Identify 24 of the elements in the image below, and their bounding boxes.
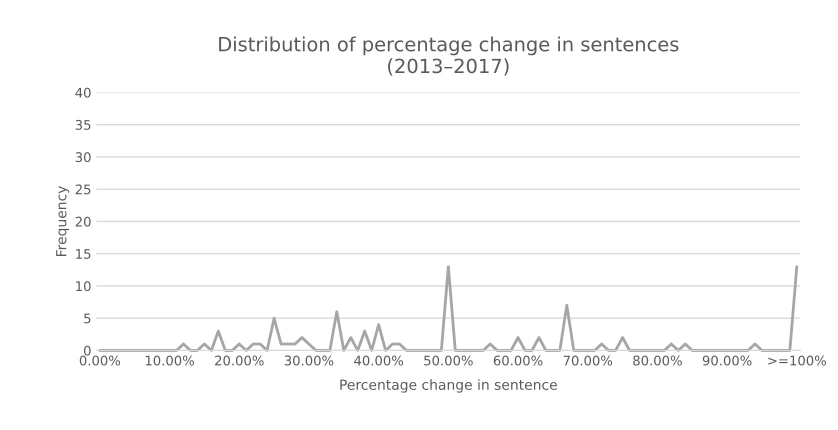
x-tick-label: 80.00% [633, 356, 682, 366]
x-tick-label: 20.00% [215, 356, 264, 366]
x-tick-label: 10.00% [146, 356, 194, 366]
x-tick-label: 40.00% [354, 356, 404, 366]
y-tick-label: 40 [75, 88, 91, 98]
y-tick-label: 10 [76, 281, 91, 292]
y-tick-label: 5 [84, 314, 90, 324]
line-series [98, 265, 798, 352]
x-tick-label: >=100% [768, 356, 826, 366]
x-tick-label: 60.00% [494, 356, 542, 366]
y-tick-label: 0 [84, 346, 91, 356]
chart-title: Distribution of percentage change in sentences (2013–2017) [219, 36, 678, 76]
y-tick-label: 30 [76, 152, 91, 162]
y-axis-title: Frequency [56, 186, 70, 256]
x-tick-label: 50.00% [424, 356, 473, 366]
y-tick-label: 15 [76, 249, 90, 259]
y-tick-label: 35 [76, 120, 90, 130]
y-tick-label: 25 [76, 184, 90, 194]
x-tick-label: 0.00% [80, 356, 120, 366]
x-axis-title: Percentage change in sentence [340, 379, 557, 393]
y-tick-label: 20 [76, 216, 91, 227]
x-tick-label: 70.00% [564, 356, 612, 366]
x-tick-label: 30.00% [284, 356, 334, 366]
x-tick-label: 90.00% [702, 356, 752, 366]
